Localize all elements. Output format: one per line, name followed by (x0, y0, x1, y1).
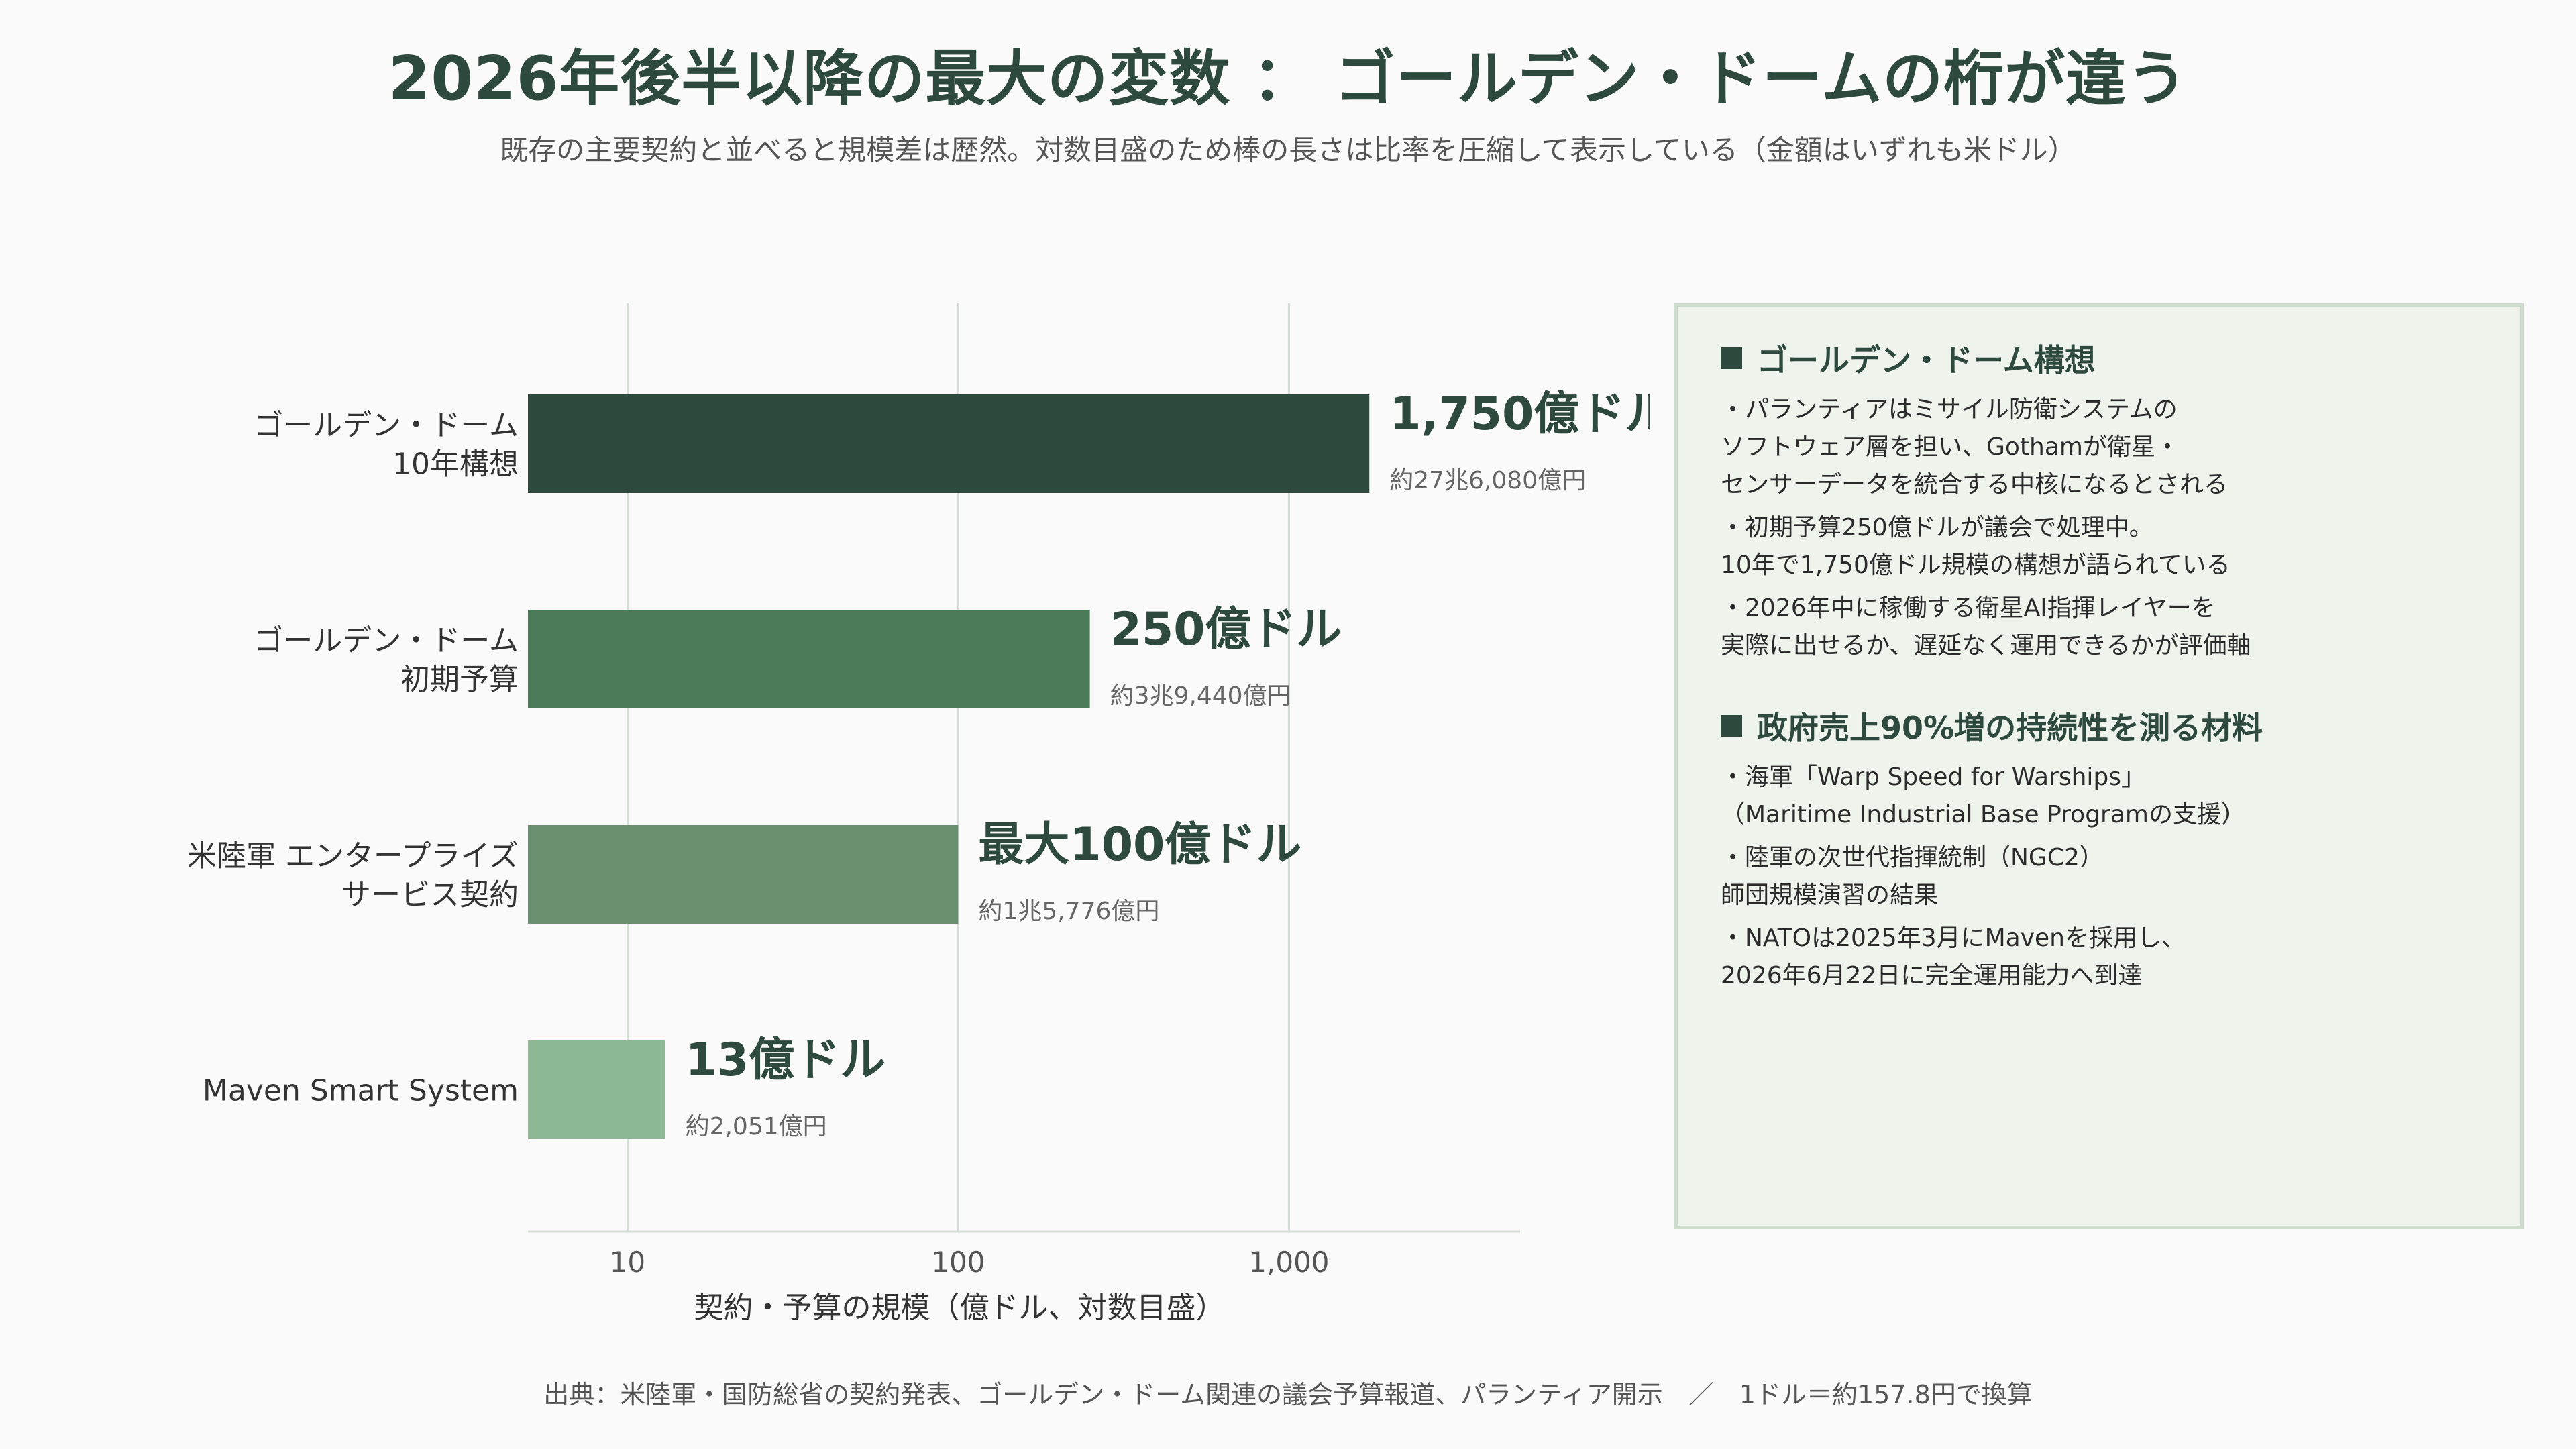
page-title: 2026年後半以降の最大の変数 ： ゴールデン・ドームの桁が違う (388, 44, 2188, 114)
x-tick-label: 1,000 (1248, 1246, 1329, 1279)
panel-section-title-text: 政府売上90%増の持続性を測る材料 (1757, 710, 2263, 746)
info-panel: ゴールデン・ドーム構想・パランティアはミサイル防衛システムの ソフトウェア層を担い… (1674, 303, 2524, 1229)
panel-bullet-line: 師団規模演習の結果 (1721, 881, 1939, 909)
x-axis-label: 契約・予算の規模（億ドル、対数目盛） (694, 1291, 1226, 1325)
panel-bullet-line: 2026年6月22日に完全運用能力へ到達 (1721, 962, 2143, 989)
panel-bullet-line: （Maritime Industrial Base Programの支援） (1721, 801, 2245, 828)
panel-bullet-line: 実際に出せるか、遅延なく運用できるかが評価軸 (1721, 632, 2251, 659)
panel-section-title-text: ゴールデン・ドーム構想 (1757, 342, 2096, 378)
bar (528, 394, 1370, 493)
panel-bullet-line: 10年で1,750億ドル規模の構想が語られている (1721, 551, 2231, 579)
category-label: ゴールデン・ドーム (254, 409, 519, 443)
panel-bullet-line: ・初期予算250億ドルが議会で処理中。 (1721, 514, 2153, 541)
panel-bullet-line: センサーデータを統合する中核になるとされる (1721, 471, 2229, 498)
panel-bullet-line: ・NATOは2025年3月にMavenを採用し、 (1721, 924, 2186, 952)
panel-section: 政府売上90%増の持続性を測る材料・海軍「Warp Speed for Wars… (1721, 704, 2477, 995)
panel-section-title: ゴールデン・ドーム構想 (1721, 336, 2477, 380)
bar-value-label: 250億ドル (1110, 603, 1342, 656)
panel-bullet-item: ・パランティアはミサイル防衛システムの ソフトウェア層を担い、Gothamが衛星・… (1721, 391, 2477, 504)
bar-yen-label: 約27兆6,080億円 (1389, 467, 1586, 494)
panel-bullet-line: ・パランティアはミサイル防衛システムの (1721, 396, 2178, 423)
source-footer: 出典：米陸軍・国防総省の契約発表、ゴールデン・ドーム関連の議会予算報道、パランテ… (543, 1380, 2033, 1409)
bar-yen-label: 約2,051億円 (686, 1113, 827, 1140)
square-bullet-icon (1721, 347, 1742, 369)
x-tick-label: 10 (610, 1246, 645, 1279)
panel-bullet-line: ソフトウェア層を担い、Gothamが衛星・ (1721, 433, 2180, 461)
bar-value-label: 1,750億ドル (1389, 388, 1650, 441)
panel-section: ゴールデン・ドーム構想・パランティアはミサイル防衛システムの ソフトウェア層を担い… (1721, 336, 2477, 665)
category-label: 初期予算 (400, 663, 519, 697)
panel-bullet-line: ・2026年中に稼働する衛星AI指揮レイヤーを (1721, 594, 2216, 622)
panel-bullet-line: ・陸軍の次世代指揮統制（NGC2） (1721, 844, 2104, 871)
panel-bullet-item: ・2026年中に稼働する衛星AI指揮レイヤーを実際に出せるか、遅延なく運用できる… (1721, 590, 2477, 665)
panel-bullet-line: ・海軍「Warp Speed for Warships」 (1721, 763, 2146, 791)
bar-value-label: 13億ドル (686, 1034, 886, 1087)
category-label: 10年構想 (392, 447, 519, 482)
bar-yen-label: 約1兆5,776億円 (978, 898, 1159, 925)
bar-chart: 10 100 1,000 契約・予算の規模（億ドル、対数目盛） 1,750億ドル約27兆… (187, 303, 1650, 1325)
panel-bullet-item: ・海軍「Warp Speed for Warships」 （Maritime In… (1721, 759, 2477, 834)
category-label: ゴールデン・ドーム (254, 624, 519, 658)
panel-section-title: 政府売上90%増の持続性を測る材料 (1721, 704, 2477, 748)
category-label: 米陸軍 エンタープライズ (187, 839, 519, 873)
panel-bullet-item: ・初期予算250億ドルが議会で処理中。 10年で1,750億ドル規模の構想が語られ… (1721, 509, 2477, 584)
bar (528, 1040, 665, 1139)
x-tick-label: 100 (931, 1246, 985, 1279)
page-subtitle: 既存の主要契約と並べると規模差は歴然。対数目盛のため棒の長さは比率を圧縮して表示… (500, 133, 2076, 166)
category-label: サービス契約 (341, 878, 519, 912)
bar-yen-label: 約3兆9,440億円 (1110, 682, 1291, 710)
bar (528, 610, 1090, 708)
bar-value-label: 最大100億ドル (978, 818, 1301, 871)
square-bullet-icon (1721, 715, 1742, 737)
category-label: Maven Smart System (203, 1074, 519, 1108)
panel-bullet-item: ・陸軍の次世代指揮統制（NGC2） 師団規模演習の結果 (1721, 839, 2477, 914)
panel-bullet-item: ・NATOは2025年3月にMavenを採用し、 2026年6月22日に完全運用能… (1721, 920, 2477, 995)
bar (528, 825, 959, 924)
